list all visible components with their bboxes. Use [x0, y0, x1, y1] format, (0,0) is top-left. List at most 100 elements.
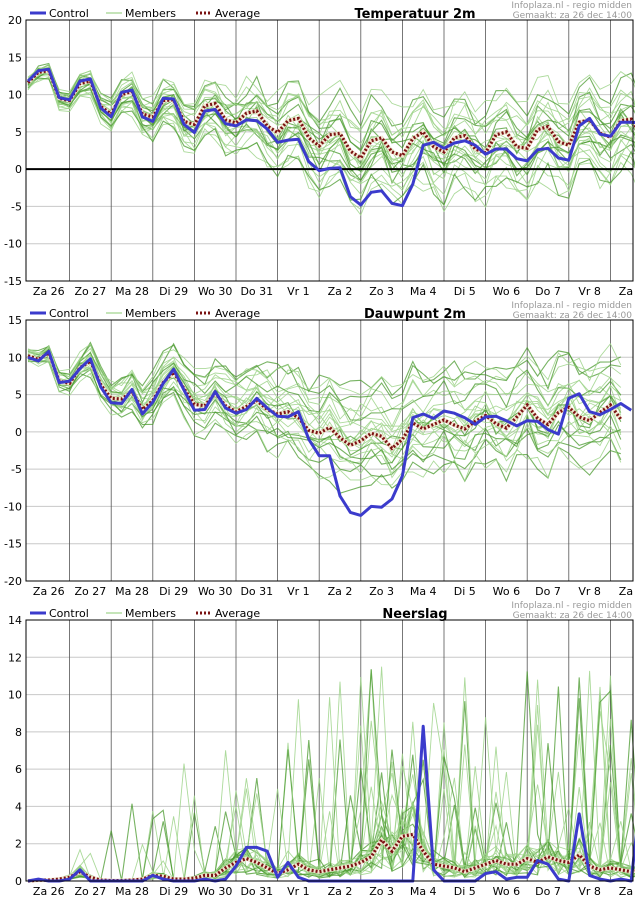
x-tick-label: Do 7 — [535, 285, 561, 298]
x-tick-label: Di 5 — [454, 585, 476, 598]
y-tick-label: 0 — [15, 426, 22, 439]
x-tick-label: Za 9 — [619, 885, 635, 898]
precipitation-chart: 14 12 10 8 6 4 2 0 Za 26 Zo 27 Ma 28 Di 29 Wo 30 Do 3… — [8, 601, 635, 898]
x-tick-label: Wo 30 — [198, 285, 232, 298]
x-tick-label: Vr 8 — [578, 585, 601, 598]
member-series-line — [27, 749, 635, 882]
y-tick-label: -5 — [11, 463, 22, 476]
x-tick-label: Za 2 — [328, 585, 353, 598]
member-series-line — [27, 77, 635, 206]
y-tick-label: 10 — [8, 89, 22, 102]
x-tick-label: Za 26 — [33, 585, 65, 598]
y-tick-label: 5 — [15, 389, 22, 402]
x-tick-label: Za 9 — [619, 585, 635, 598]
x-tick-label: Di 29 — [159, 585, 188, 598]
x-tick-label: Di 5 — [454, 285, 476, 298]
member-series-line — [27, 342, 622, 396]
member-series-line — [27, 77, 635, 196]
member-series-line — [27, 69, 635, 182]
x-tick-label: Ma 4 — [410, 885, 437, 898]
x-tick-label: Do 7 — [535, 585, 561, 598]
x-tick-label: Wo 30 — [198, 585, 232, 598]
average-series-line — [26, 68, 635, 161]
member-series-line — [27, 67, 635, 138]
legend-members-label: Members — [125, 7, 176, 20]
member-series-line — [27, 358, 622, 475]
x-tick-label: Zo 3 — [369, 285, 394, 298]
y-tick-label: 8 — [15, 726, 22, 739]
y-tick-label: -5 — [11, 200, 22, 213]
x-tick-label: Do 7 — [535, 885, 561, 898]
legend-average-label: Average — [215, 7, 260, 20]
x-tick-label: Za 2 — [328, 285, 353, 298]
member-series-line — [27, 342, 621, 402]
source-line-1: Infoplaza.nl - regio midden — [511, 301, 632, 311]
x-tick-label: Zo 27 — [75, 285, 107, 298]
member-series-line — [27, 64, 635, 152]
x-tick-label: Za 9 — [619, 285, 635, 298]
temperature-chart: 20 15 10 5 0 -5 -10 -15 Za 26 Zo 27 Ma 28 Di 29 Wo 3… — [4, 1, 635, 298]
legend: Control Members Average — [30, 7, 260, 20]
y-tick-label: 15 — [8, 314, 22, 327]
y-tick-label: 6 — [15, 763, 22, 776]
y-tick-label: 5 — [15, 126, 22, 139]
y-tick-label: -10 — [4, 238, 22, 251]
y-tick-label: 15 — [8, 51, 22, 64]
legend: Control Members Average — [30, 607, 260, 620]
x-tick-label: Za 26 — [33, 285, 65, 298]
y-tick-label: -20 — [4, 575, 22, 588]
member-series-line — [27, 360, 622, 486]
x-tick-label: Vr 1 — [287, 585, 310, 598]
y-tick-label: 14 — [8, 614, 22, 627]
y-tick-label: 10 — [8, 351, 22, 364]
plot-area — [26, 320, 633, 581]
x-tick-label: Wo 6 — [493, 285, 520, 298]
member-series-line — [27, 63, 635, 139]
plot-frame — [25, 319, 634, 582]
x-tick-label: Do 31 — [240, 585, 273, 598]
x-tick-label: Ma 28 — [115, 585, 149, 598]
x-tick-label: Vr 1 — [287, 885, 310, 898]
legend-control-label: Control — [49, 7, 89, 20]
y-tick-label: 12 — [8, 651, 22, 664]
x-tick-label: Ma 28 — [115, 285, 149, 298]
x-tick-label: Vr 1 — [287, 285, 310, 298]
chart-title: Dauwpunt 2m — [364, 307, 466, 322]
member-series-line — [27, 345, 622, 431]
x-tick-label: Ma 4 — [410, 585, 437, 598]
x-tick-label: Vr 8 — [578, 885, 601, 898]
plot-frame — [25, 19, 634, 282]
y-tick-label: -15 — [4, 538, 22, 551]
x-tick-label: Wo 6 — [493, 885, 520, 898]
plot-frame — [25, 619, 634, 882]
chart-title: Temperatuur 2m — [354, 7, 475, 22]
x-tick-label: Vr 8 — [578, 285, 601, 298]
member-series-line — [27, 350, 622, 438]
x-tick-label: Do 31 — [240, 885, 273, 898]
legend-members-label: Members — [125, 307, 176, 320]
x-tick-label: Di 29 — [159, 885, 188, 898]
panel-precipitation: 14 12 10 8 6 4 2 0 Za 26 Zo 27 Ma 28 Di 29 Wo 30 Do 3… — [0, 600, 635, 900]
x-tick-label: Za 26 — [33, 885, 65, 898]
panel-temperature: 20 15 10 5 0 -5 -10 -15 Za 26 Zo 27 Ma 28 Di 29 Wo 3… — [0, 0, 635, 300]
member-series-line — [27, 349, 622, 447]
source-line-2: Gemaakt: za 26 dec 14:00 — [513, 611, 633, 621]
member-series-line — [27, 73, 635, 196]
x-tick-label: Zo 3 — [369, 585, 394, 598]
x-tick-label: Wo 6 — [493, 585, 520, 598]
member-series-line — [27, 67, 635, 115]
y-tick-label: -15 — [4, 275, 22, 288]
average-series-line — [27, 350, 623, 451]
panel-dewpoint: 15 10 5 0 -5 -10 -15 -20 Za 26 Zo 27 Ma 28 Di 29 Wo … — [0, 300, 635, 600]
y-tick-label: 20 — [8, 14, 22, 27]
x-tick-label: Di 5 — [454, 885, 476, 898]
x-tick-label: Zo 3 — [369, 885, 394, 898]
y-tick-label: 0 — [15, 875, 22, 888]
source-line-2: Gemaakt: za 26 dec 14:00 — [513, 11, 633, 21]
legend-average-label: Average — [215, 307, 260, 320]
y-tick-label: -10 — [4, 500, 22, 513]
source-line-1: Infoplaza.nl - regio midden — [511, 601, 632, 611]
member-series-line — [27, 68, 635, 155]
source-line-2: Gemaakt: za 26 dec 14:00 — [513, 311, 633, 321]
x-tick-label: Zo 27 — [75, 585, 107, 598]
